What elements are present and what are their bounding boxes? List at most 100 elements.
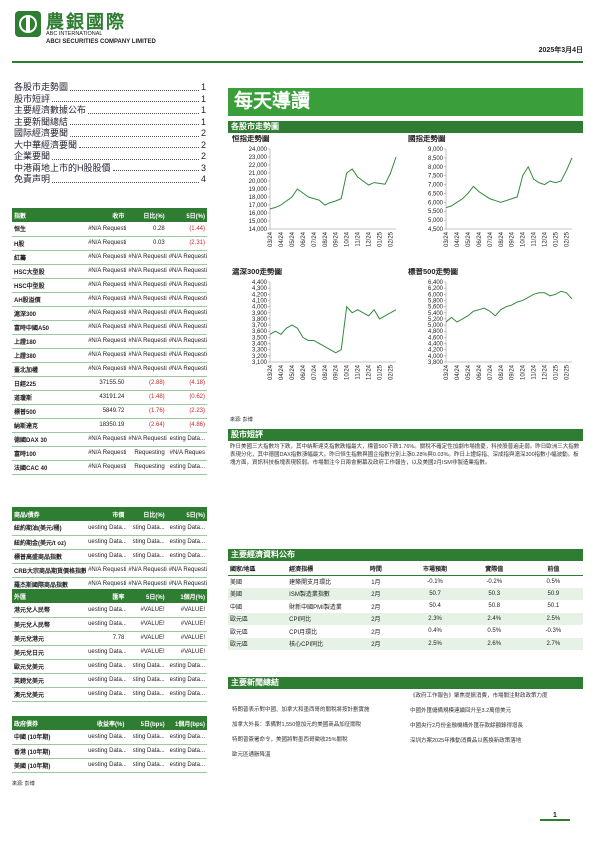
cell: sting Data...: [126, 744, 167, 759]
cell: 37155.50: [86, 376, 127, 391]
cell: #N/A Requesting: [126, 432, 167, 447]
section-header: 各股市走勢圖: [228, 121, 583, 133]
y-tick-label: 16,000: [249, 211, 268, 217]
y-tick-label: 3,100: [252, 360, 268, 366]
cell: (4.86): [166, 418, 207, 433]
header-cell: 外匯: [12, 589, 87, 603]
source: 來源: 彭博: [12, 781, 35, 787]
commodity-table: 商品/債券 市價 日比(%) 5日(%) 紐約期油(美元/桶) uesting Data.…: [12, 507, 207, 592]
cell: #N/A Requesting: [166, 563, 207, 578]
cell: 歐元區: [228, 612, 288, 625]
cell: sting Data...: [126, 535, 167, 550]
header-cell: 日比(%): [126, 208, 167, 222]
toc-page: 1: [200, 82, 206, 92]
cell: sting Data...: [126, 730, 167, 745]
row: 英鎊兌美元 uesting Data... sting Data... esting …: [12, 673, 207, 688]
y-tick-label: 5,400: [428, 311, 444, 317]
cell: uesting Data...: [86, 730, 127, 745]
cell: 43191.24: [86, 390, 127, 405]
cell: 7.78: [86, 631, 127, 646]
news-item: 歐元區通脹降溫: [232, 752, 271, 758]
cell: esting Data...: [166, 673, 207, 688]
cell: -0.2%: [486, 578, 503, 585]
x-tick-label: 07/24: [312, 231, 318, 247]
y-tick-label: 4,500: [428, 227, 444, 233]
cell: 2.5%: [523, 612, 583, 625]
rule: [12, 61, 583, 63]
toc-leader: [52, 151, 199, 160]
x-tick-label: 01/25: [378, 364, 384, 380]
cell: CPI月環比: [289, 629, 318, 636]
cell: 50.7: [405, 587, 465, 600]
header-cell: 時間: [346, 562, 406, 576]
y-tick-label: 5,200: [428, 317, 444, 323]
y-tick-label: 24,000: [249, 147, 268, 153]
toc-row: 主要新聞總結 1: [14, 117, 206, 129]
y-tick-label: 4,200: [252, 292, 268, 298]
x-tick-label: 08/24: [323, 364, 329, 380]
x-tick-label: 04/24: [279, 364, 285, 380]
chart: 標普500走勢圖3,8004,0004,2004,4004,6004,8005,…: [408, 268, 573, 380]
cell: sting Data...: [126, 687, 167, 702]
cell: uesting Data...: [86, 535, 127, 550]
cell: #VALUE!: [126, 645, 167, 660]
cell: 50.3: [464, 587, 524, 600]
x-tick-label: 10/24: [345, 364, 351, 380]
toc-page: 1: [200, 105, 206, 115]
row: 上證380#N/A Requesting#N/A Requesting#N/A …: [12, 348, 207, 363]
cell: 0.03: [126, 236, 167, 251]
chart: 恒指走勢圖 14,000 15,000 16,000 17,000 18,000 19,00…: [232, 135, 397, 247]
x-tick-label: 11/24: [356, 231, 362, 246]
cell: 2月: [346, 612, 406, 625]
cell: #N/A Requesting: [126, 563, 167, 578]
y-tick-label: 5,000: [428, 323, 444, 329]
cell: esting Data...: [166, 432, 207, 447]
chart-title: 標普500走勢圖: [408, 268, 459, 276]
y-tick-label: 3,800: [252, 317, 268, 323]
row: CRB大宗商品期貨價格指數#N/A Requesting#N/A Request…: [12, 563, 207, 578]
cell: (2.64): [126, 418, 167, 433]
toc-row: 中港兩地上市的H股股價 3: [14, 163, 206, 175]
x-tick-label: 05/24: [466, 364, 472, 380]
x-tick-label: 07/24: [488, 364, 494, 380]
x-tick-label: 04/24: [455, 231, 461, 247]
page-number: 1: [540, 812, 570, 821]
cell: 上證180: [12, 334, 87, 349]
cell: #VALUE!: [126, 603, 167, 618]
y-tick-label: 4,000: [252, 305, 268, 311]
x-tick-label: 04/24: [279, 231, 285, 247]
cell: #N/A Requesting: [166, 264, 207, 279]
toc-title: 主要經濟數據公布: [14, 105, 87, 115]
cell: 核心CPI同比: [287, 637, 347, 650]
cell: esting Data...: [166, 460, 207, 475]
chart-title: 滬深300走勢圖: [232, 268, 283, 276]
x-tick-label: 10/24: [345, 231, 351, 247]
cell: #N/A Requesting: [166, 292, 207, 307]
cell: 財新中國PMI製造業: [289, 604, 342, 611]
cell: 2.7%: [523, 637, 583, 650]
header-cell: 1個月(bps): [166, 716, 207, 730]
cell: #N/A Requesting: [86, 222, 127, 237]
toc-row: 大中華經濟要聞 2: [14, 140, 206, 152]
table: 政府債券 收益率(%) 5日(bps) 1個月(bps) 中國 (10年期) uestin…: [12, 716, 207, 773]
header-cell: 指數: [12, 208, 87, 222]
cell: 紐約期金(美元/t oz): [12, 535, 87, 550]
row: 美國 (10年期) uesting Data... sting Data... est…: [12, 758, 207, 773]
chart: 滬深300走勢圖3,1003,2003,3003,4003,5003,6003,…: [232, 268, 397, 380]
cell: 歐元區: [230, 629, 249, 636]
cell: -0.1%: [427, 578, 443, 585]
x-tick-label: 02/25: [389, 231, 395, 247]
x-tick-label: 06/24: [301, 364, 307, 380]
cell: uesting Data...: [86, 617, 127, 632]
news-item: 《政府工作報告》聚焦提振消費，市場關注財政政策力度: [410, 693, 548, 699]
table: 國家/地區 經濟指標 時間 市場預期 實際值 前值 美國 建築開支月環比 1月 -0.1% -0.2…: [228, 562, 583, 650]
header-cell: 市場預期: [405, 562, 465, 576]
x-tick-label: 05/24: [466, 231, 472, 247]
chart-title: 國指走勢圖: [408, 135, 446, 143]
cell: uesting Data...: [86, 521, 127, 536]
cell: #VALUE!: [166, 631, 207, 646]
toc-leader: [112, 163, 199, 171]
news-left: 特朗普表示對中國、加拿大和墨西哥的關稅將按計劃實施 加拿大外長：準備對1,550億…: [232, 706, 402, 766]
cell: #N/A Requesting: [126, 264, 167, 279]
y-tick-label: 15,000: [249, 219, 268, 225]
